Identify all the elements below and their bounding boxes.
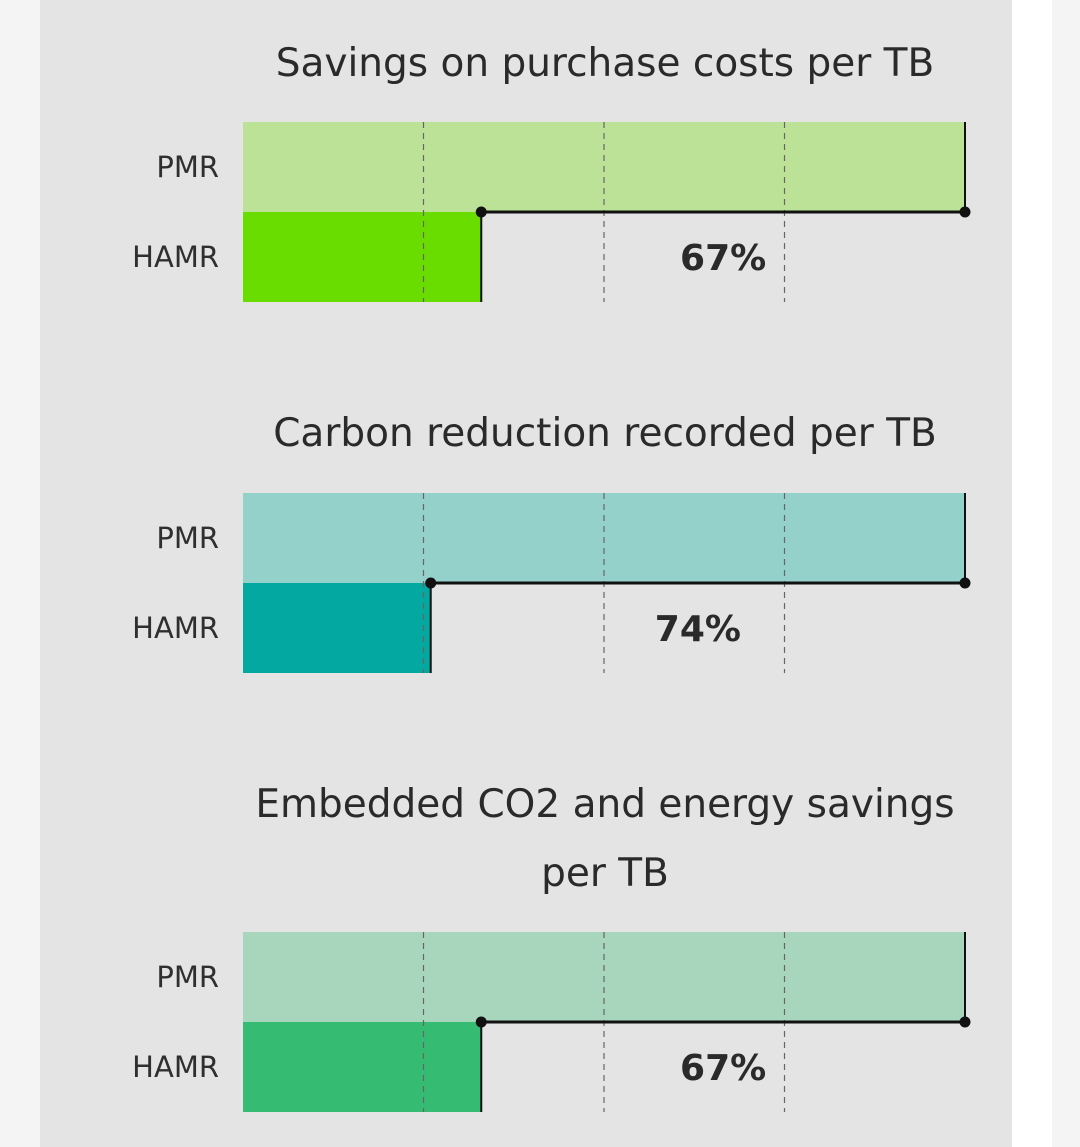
hamr-label: HAMR <box>132 611 219 645</box>
difference-dot-start <box>475 206 487 218</box>
chart-title-line: per TB <box>541 851 669 896</box>
hamr-bar <box>243 583 431 673</box>
chart-title-line: Embedded CO2 and energy savings <box>255 782 954 827</box>
difference-label: 74% <box>655 609 741 650</box>
difference-label: 67% <box>680 238 766 279</box>
difference-label: 67% <box>680 1048 766 1089</box>
pmr-label: PMR <box>156 960 219 994</box>
hamr-bar <box>243 1022 482 1112</box>
difference-dot-end <box>959 577 971 589</box>
pmr-label: PMR <box>156 150 219 184</box>
difference-dot-end <box>959 1016 971 1028</box>
chart-title: Savings on purchase costs per TB <box>276 41 935 86</box>
chart-title: Carbon reduction recorded per TB <box>273 411 937 456</box>
hamr-label: HAMR <box>132 240 219 274</box>
difference-dot-start <box>425 577 437 589</box>
page-edge <box>1012 0 1052 1147</box>
pmr-label: PMR <box>156 521 219 555</box>
hamr-bar <box>243 212 482 302</box>
difference-dot-end <box>959 206 971 218</box>
difference-dot-start <box>475 1016 487 1028</box>
hamr-label: HAMR <box>132 1050 219 1084</box>
